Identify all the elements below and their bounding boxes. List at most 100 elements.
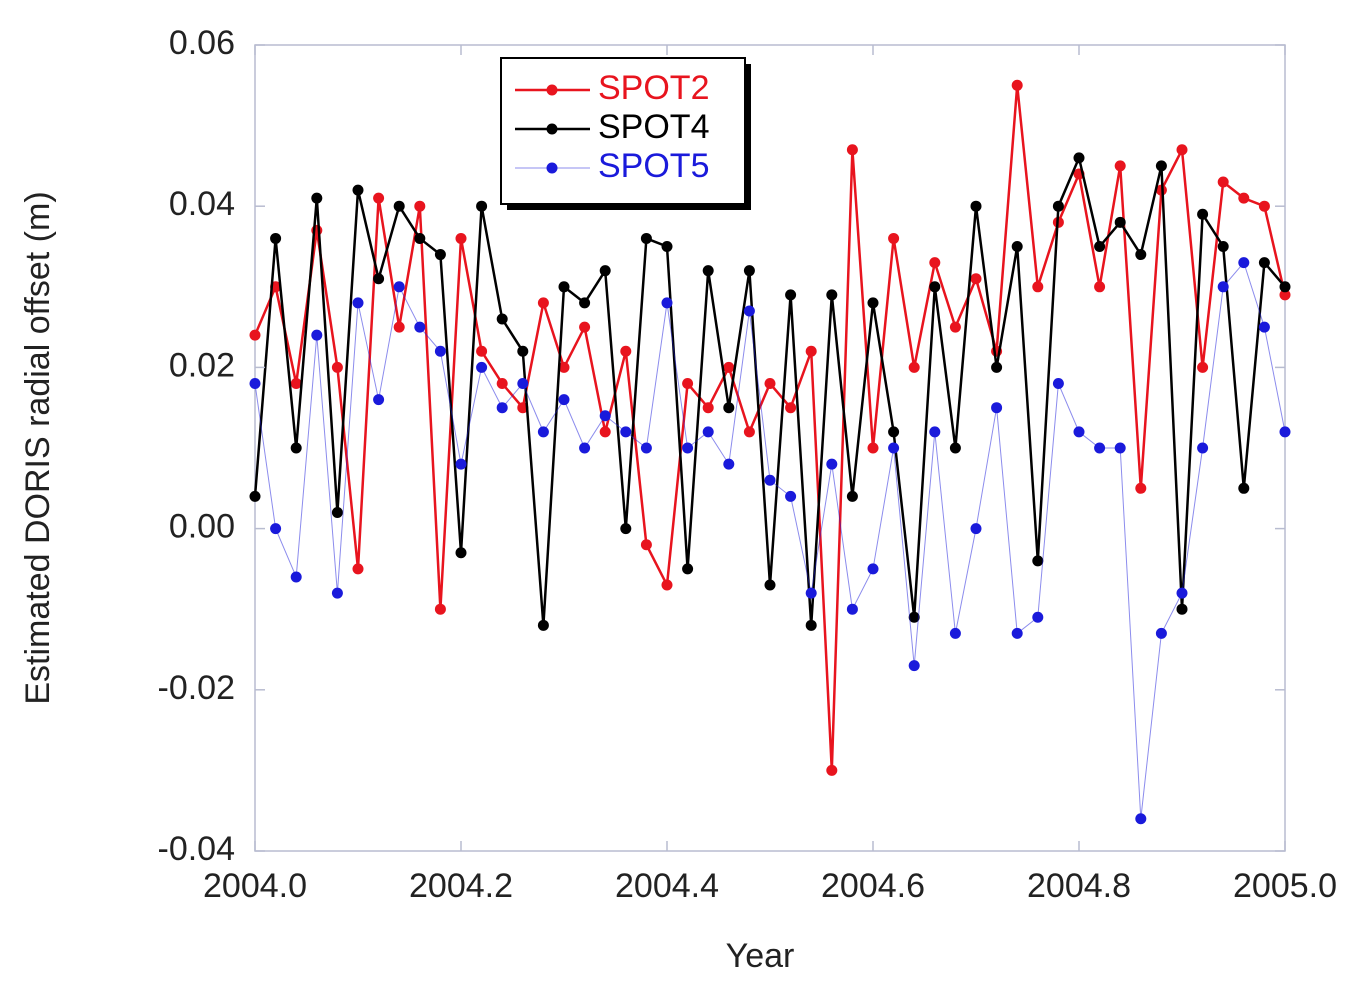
data-point — [517, 378, 529, 390]
data-point — [373, 192, 385, 204]
data-point — [949, 321, 961, 333]
legend-marker — [546, 123, 558, 135]
data-point — [579, 321, 591, 333]
data-point — [331, 361, 343, 373]
data-point — [1094, 241, 1106, 252]
data-point — [249, 378, 261, 390]
data-point — [846, 490, 858, 502]
data-point — [393, 321, 405, 333]
data-point — [1238, 482, 1250, 494]
data-point — [1197, 208, 1209, 220]
data-point — [414, 200, 426, 212]
data-point — [867, 297, 879, 309]
data-point — [1011, 241, 1023, 252]
data-point — [661, 241, 673, 252]
data-point — [929, 257, 941, 269]
data-point — [826, 764, 838, 776]
data-point — [558, 394, 570, 406]
data-point — [290, 378, 302, 390]
data-point — [743, 426, 755, 438]
data-point — [805, 345, 817, 357]
data-point — [929, 281, 941, 293]
data-point — [434, 603, 446, 615]
legend-label: SPOT2 — [598, 69, 709, 107]
data-point — [249, 490, 261, 502]
data-point — [682, 442, 694, 454]
data-point — [434, 345, 446, 357]
data-point — [1258, 321, 1270, 333]
data-point — [929, 426, 941, 438]
legend — [500, 57, 746, 205]
y-tick-label: 0.02 — [169, 346, 235, 384]
data-point — [270, 523, 282, 535]
data-point — [393, 281, 405, 293]
data-point — [682, 378, 694, 390]
data-point — [496, 313, 508, 325]
data-point — [579, 442, 591, 454]
data-point — [599, 265, 611, 277]
data-point — [414, 321, 426, 333]
x-tick-label: 2004.2 — [409, 867, 513, 905]
data-point — [414, 232, 426, 244]
data-point — [908, 361, 920, 373]
data-point — [537, 297, 549, 309]
data-point — [620, 523, 632, 535]
legend-marker — [546, 162, 558, 174]
data-point — [1279, 289, 1291, 301]
data-point — [1217, 241, 1229, 252]
data-point — [373, 394, 385, 406]
data-point — [1155, 160, 1167, 172]
y-tick-label: -0.02 — [158, 669, 236, 707]
data-point — [558, 281, 570, 293]
data-point — [764, 378, 776, 390]
data-point — [620, 345, 632, 357]
data-point — [455, 547, 467, 559]
data-point — [640, 232, 652, 244]
y-tick-label: -0.04 — [158, 830, 236, 868]
data-point — [249, 329, 261, 341]
data-point — [1176, 144, 1188, 156]
data-point — [311, 329, 323, 341]
legend-label: SPOT5 — [598, 147, 709, 185]
data-point — [620, 426, 632, 438]
data-point — [1155, 627, 1167, 639]
data-point — [888, 232, 900, 244]
data-point — [1011, 627, 1023, 639]
data-point — [867, 442, 879, 454]
data-point — [290, 442, 302, 454]
data-point — [764, 579, 776, 591]
data-point — [1279, 426, 1291, 438]
data-point — [764, 474, 776, 486]
data-point — [1238, 257, 1250, 269]
data-point — [352, 184, 364, 196]
data-point — [785, 402, 797, 414]
data-point — [331, 587, 343, 599]
data-point — [1032, 555, 1044, 567]
data-point — [537, 426, 549, 438]
data-point — [805, 619, 817, 631]
data-point — [908, 660, 920, 672]
data-point — [1217, 281, 1229, 293]
data-point — [1197, 442, 1209, 454]
y-tick-label: 0.04 — [169, 185, 235, 223]
data-point — [476, 345, 488, 357]
data-point — [1114, 216, 1126, 228]
legend-label: SPOT4 — [598, 108, 709, 146]
data-point — [826, 458, 838, 470]
plot-area — [249, 79, 1291, 825]
data-point — [1135, 249, 1147, 261]
data-point — [1032, 281, 1044, 293]
data-point — [476, 200, 488, 212]
data-point — [702, 402, 714, 414]
data-point — [640, 442, 652, 454]
data-point — [352, 297, 364, 309]
data-point — [846, 144, 858, 156]
data-point — [1052, 378, 1064, 390]
data-point — [352, 563, 364, 575]
data-point — [805, 587, 817, 599]
data-point — [949, 442, 961, 454]
series-line — [253, 153, 1286, 626]
data-point — [1197, 361, 1209, 373]
